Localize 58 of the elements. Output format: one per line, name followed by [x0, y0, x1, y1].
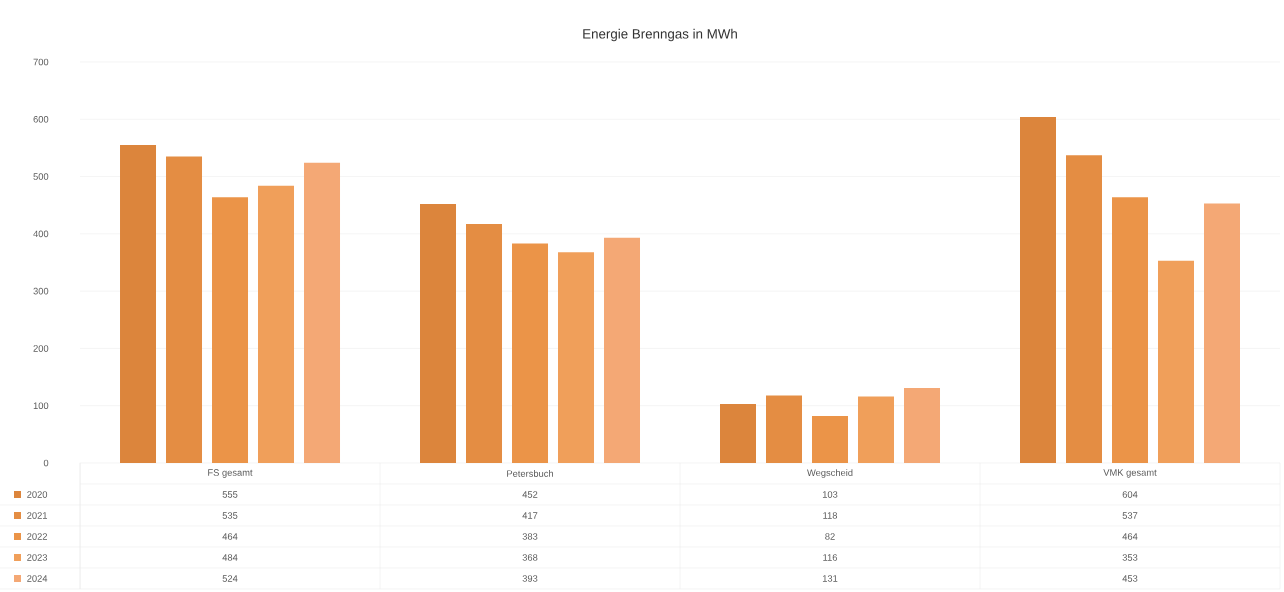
y-tick-label: 200 [33, 345, 49, 352]
data-label: 604 [1122, 491, 1138, 498]
legend-label: 2023 [27, 554, 48, 561]
bar [420, 204, 457, 463]
x-tick-label: FS gesamt [208, 469, 253, 478]
data-label: 524 [222, 575, 238, 582]
bar [466, 224, 503, 463]
legend-label: 2022 [27, 533, 48, 540]
bar [812, 416, 848, 463]
data-label: 452 [522, 491, 538, 498]
y-tick-label: 700 [33, 58, 49, 66]
y-tick-label: 100 [33, 402, 49, 409]
y-tick-label: 300 [33, 287, 49, 295]
bar [1020, 116, 1056, 463]
data-label: 393 [522, 575, 538, 582]
bar [1158, 260, 1194, 463]
data-label: 353 [1122, 554, 1138, 561]
y-tick-label: 0 [43, 459, 49, 467]
data-label: 368 [522, 554, 538, 561]
bar [904, 387, 941, 463]
data-label: 118 [823, 512, 838, 519]
data-label: 116 [823, 554, 838, 561]
data-label: 103 [822, 491, 838, 498]
data-label: 484 [222, 554, 238, 561]
bar [304, 162, 341, 463]
bar [720, 403, 757, 463]
data-label: 535 [222, 512, 238, 519]
bar [766, 395, 802, 463]
y-tick-label: 600 [33, 115, 49, 123]
data-label: 131 [822, 575, 838, 582]
bar [858, 396, 895, 463]
bar [120, 145, 157, 463]
legend-label: 2020 [27, 491, 48, 498]
bar [166, 156, 203, 463]
y-tick-label: 400 [33, 230, 49, 238]
data-label: 464 [222, 533, 238, 540]
legend-label: 2021 [27, 512, 48, 519]
chart-title: Energie Brenngas in MWh [583, 28, 737, 42]
bar [604, 237, 641, 463]
x-tick-label: Petersbuch [507, 470, 553, 477]
bar [558, 252, 595, 463]
bar [1204, 203, 1240, 463]
bar [212, 197, 249, 463]
data-label: 82 [825, 533, 835, 540]
bar [258, 185, 295, 463]
data-label: 453 [1122, 575, 1138, 582]
data-label: 383 [522, 533, 538, 540]
bar [1066, 155, 1102, 463]
bar [1112, 197, 1148, 463]
y-tick-label: 500 [33, 173, 49, 180]
data-label: 555 [222, 491, 238, 498]
x-tick-label: Wegscheid [807, 469, 853, 478]
data-label: 417 [522, 512, 538, 519]
data-label: 537 [1122, 512, 1138, 519]
bar [512, 243, 549, 463]
legend-label: 2024 [27, 575, 48, 582]
data-label: 464 [1122, 533, 1138, 540]
x-tick-label: VMK gesamt [1103, 469, 1157, 478]
